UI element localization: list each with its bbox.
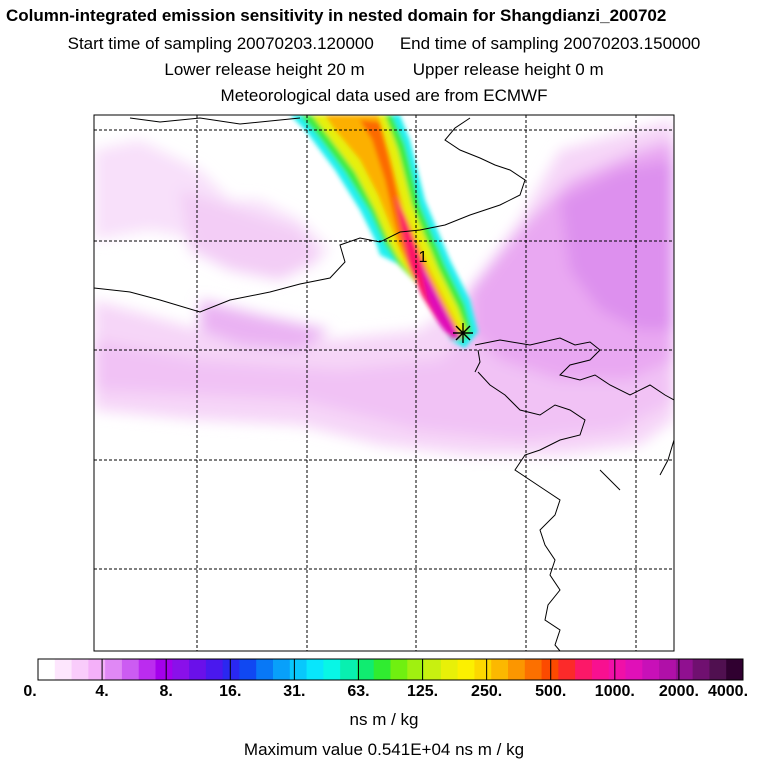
colorbar-swatch bbox=[608, 659, 626, 680]
map-area: 1 bbox=[94, 115, 674, 651]
colorbar-tick-label: 31. bbox=[283, 683, 306, 700]
colorbar-swatch bbox=[105, 659, 123, 680]
colorbar-swatch bbox=[205, 659, 224, 680]
colorbar-swatch bbox=[591, 659, 610, 680]
colorbar-tick-label: 1000. bbox=[594, 683, 635, 700]
start-time-label: Start time of sampling 20070203.120000 bbox=[67, 34, 374, 53]
plot-title: Column-integrated emission sensitivity i… bbox=[6, 6, 667, 25]
colorbar-swatch bbox=[138, 659, 156, 680]
lat-lon-grid bbox=[94, 115, 674, 651]
colorbar-unit: ns m / kg bbox=[349, 710, 419, 729]
release-heights: Lower release height 20 m Upper release h… bbox=[0, 60, 768, 80]
colorbar-swatch bbox=[340, 659, 358, 680]
colorbar-swatch bbox=[289, 659, 308, 680]
colorbar-tick-label: 125. bbox=[406, 683, 439, 700]
colorbar-tick-label: 16. bbox=[219, 683, 242, 700]
colorbar-swatch bbox=[222, 659, 240, 680]
colorbar-tick-label: 2000. bbox=[658, 683, 699, 700]
end-time-label: End time of sampling 20070203.150000 bbox=[399, 34, 701, 53]
upper-release-label: Upper release height 0 m bbox=[412, 60, 604, 79]
colorbar-swatch bbox=[306, 659, 324, 680]
colorbar-swatch bbox=[491, 659, 509, 680]
colorbar-swatch bbox=[407, 659, 425, 680]
colorbar-swatch bbox=[54, 659, 73, 680]
colorbar-tick-label: 4. bbox=[95, 683, 109, 700]
colorbar-swatch bbox=[373, 659, 391, 680]
colorbar-swatch bbox=[155, 659, 173, 680]
colorbar-swatch bbox=[38, 659, 56, 680]
coastlines bbox=[94, 117, 674, 651]
colorbar-tick-label: 4000. bbox=[707, 683, 749, 700]
colorbar-swatch bbox=[424, 659, 442, 680]
met-data-label: Meteorological data used are from ECMWF bbox=[220, 86, 548, 105]
colorbar-swatch bbox=[642, 659, 660, 680]
colorbar-swatch bbox=[675, 659, 694, 680]
colorbar-swatch bbox=[390, 659, 408, 680]
max-value-label: Maximum value 0.541E+04 ns m / kg bbox=[243, 740, 525, 759]
colorbar-swatch bbox=[356, 659, 375, 680]
map-frame bbox=[93, 114, 675, 652]
colorbar-swatch bbox=[172, 659, 190, 680]
colorbar-swatch bbox=[121, 659, 140, 680]
colorbar-tick-label: 8. bbox=[159, 683, 173, 700]
colorbar-swatch bbox=[440, 659, 459, 680]
colorbar-swatch bbox=[189, 659, 207, 680]
colorbar-swatch bbox=[256, 659, 274, 680]
sensitivity-field bbox=[94, 120, 674, 455]
colorbar-swatch bbox=[558, 659, 576, 680]
colorbar-swatch bbox=[71, 659, 89, 680]
colorbar bbox=[38, 659, 744, 680]
lower-release-label: Lower release height 20 m bbox=[164, 60, 365, 79]
colorbar-swatch bbox=[508, 659, 526, 680]
colorbar-swatch bbox=[726, 659, 744, 680]
colorbar-swatch bbox=[625, 659, 643, 680]
colorbar-swatch bbox=[474, 659, 492, 680]
colorbar-swatch bbox=[239, 659, 257, 680]
station-marker bbox=[453, 323, 473, 343]
colorbar-swatch bbox=[323, 659, 341, 680]
colorbar-frame bbox=[37, 658, 744, 681]
sampling-times: Start time of sampling 20070203.120000 En… bbox=[0, 34, 768, 54]
colorbar-tick-label: 250. bbox=[471, 683, 503, 700]
colorbar-swatch bbox=[575, 659, 593, 680]
colorbar-swatch bbox=[273, 659, 291, 680]
colorbar-swatch bbox=[692, 659, 710, 680]
colorbar-swatch bbox=[709, 659, 727, 680]
colorbar-swatch bbox=[659, 659, 677, 680]
colorbar-tick-label: 63. bbox=[347, 683, 370, 700]
colorbar-tick-label: 0. bbox=[23, 683, 37, 700]
plume bbox=[290, 115, 478, 348]
colorbar-tick-label: 500. bbox=[535, 683, 567, 700]
colorbar-swatch bbox=[524, 659, 543, 680]
colorbar-swatch bbox=[88, 659, 106, 680]
colorbar-swatch bbox=[541, 659, 559, 680]
trajectory-label: 1 bbox=[419, 249, 428, 266]
colorbar-swatch bbox=[457, 659, 475, 680]
